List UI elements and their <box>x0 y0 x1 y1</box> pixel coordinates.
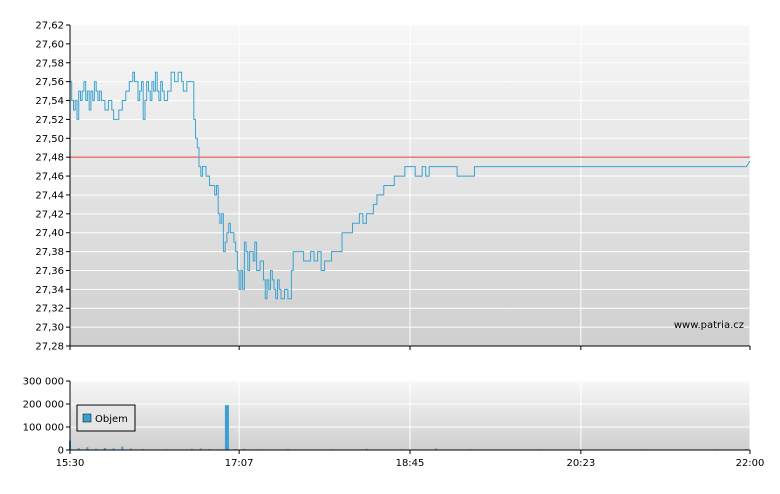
price-y-ticks: 27,28 27,30 27,32 27,34 27,36 27,38 27,40 27,42… <box>35 21 70 353</box>
legend: Objem <box>76 404 136 432</box>
price-y-tick-label: 27,58 <box>35 58 64 69</box>
volume-bar <box>77 448 80 450</box>
volume-bar <box>435 448 438 450</box>
x-tick-label: 17:07 <box>225 458 254 469</box>
price-y-tick-label: 27,50 <box>35 134 64 145</box>
volume-bar <box>191 448 194 450</box>
price-y-tick-label: 27,46 <box>35 172 64 183</box>
x-tick-label: 22:00 <box>736 458 765 469</box>
volume-bar <box>86 447 89 450</box>
price-y-tick-label: 27,56 <box>35 77 64 88</box>
price-y-tick-label: 27,52 <box>35 115 64 126</box>
price-y-tick-label: 27,36 <box>35 266 64 277</box>
volume-bar <box>121 446 124 450</box>
legend-label: Objem <box>95 414 128 425</box>
volume-x-ticks: 15:30 17:07 18:45 20:23 22:00 <box>56 450 765 469</box>
price-y-tick-label: 27,40 <box>35 228 64 239</box>
price-y-tick-label: 27,42 <box>35 209 64 220</box>
volume-bar <box>130 448 133 450</box>
price-y-tick-label: 27,62 <box>35 21 64 32</box>
price-x-ticks <box>69 346 751 350</box>
price-y-tick-label: 27,48 <box>35 153 64 164</box>
price-y-tick-label: 27,28 <box>35 342 64 353</box>
x-tick-label: 20:23 <box>566 458 595 469</box>
price-y-tick-label: 27,34 <box>35 285 64 296</box>
price-y-tick-label: 27,38 <box>35 247 64 258</box>
price-y-tick-label: 27,54 <box>35 96 64 107</box>
volume-y-ticks: 0 100 000 200 000 300 000 <box>23 377 70 457</box>
volume-bar <box>243 448 246 450</box>
volume-bar <box>224 405 229 450</box>
price-y-tick-label: 27,32 <box>35 304 64 315</box>
price-y-tick-label: 27,30 <box>35 323 64 334</box>
volume-bar <box>199 448 202 450</box>
x-tick-label: 18:45 <box>396 458 425 469</box>
volume-bar <box>103 447 106 450</box>
volume-y-tick-label: 100 000 <box>23 423 64 434</box>
price-line <box>70 71 751 300</box>
x-tick-label: 15:30 <box>56 458 85 469</box>
volume-y-tick-label: 200 000 <box>23 400 64 411</box>
volume-bar <box>112 448 115 450</box>
volume-y-tick-label: 0 <box>58 446 64 457</box>
watermark: www.patria.cz <box>674 320 744 331</box>
volume-bar <box>365 448 368 450</box>
price-y-tick-label: 27,60 <box>35 39 64 50</box>
legend-swatch <box>82 413 92 423</box>
volume-y-tick-label: 300 000 <box>23 377 64 388</box>
price-y-tick-label: 27,44 <box>35 190 64 201</box>
volume-bar <box>95 448 98 450</box>
